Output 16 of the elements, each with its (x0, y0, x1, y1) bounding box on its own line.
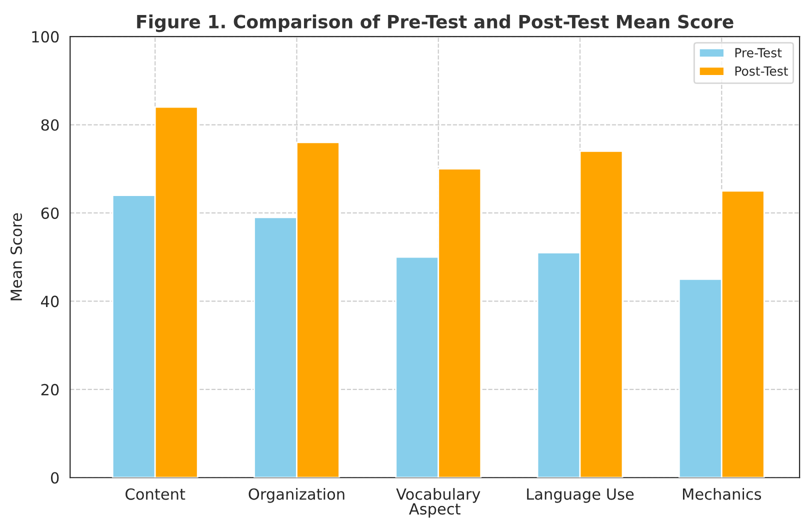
x-tick-label: Organization (248, 488, 344, 503)
x-tick-label: Language Use (527, 488, 634, 503)
x-tick-label: Mechanics (682, 488, 762, 500)
x-tick-label: Vocabulary (396, 488, 480, 503)
y-tick-label: 100 (32, 31, 59, 43)
y-axis-title: Mean Score (10, 213, 22, 300)
x-axis-title: Aspect (409, 503, 460, 518)
x-tick-label: Content (126, 488, 186, 500)
legend-label: Post-Test (735, 66, 788, 76)
y-tick-label: 20 (41, 384, 59, 396)
legend-label: Pre-Test (735, 48, 782, 58)
y-tick-label: 60 (41, 207, 59, 219)
y-tick-label: 80 (41, 119, 59, 131)
chart-title: Figure 1. Comparison of Pre-Test and Post-Test Mean Score (137, 14, 734, 32)
y-tick-label: 40 (41, 296, 59, 308)
y-tick-label: 0 (50, 472, 59, 484)
